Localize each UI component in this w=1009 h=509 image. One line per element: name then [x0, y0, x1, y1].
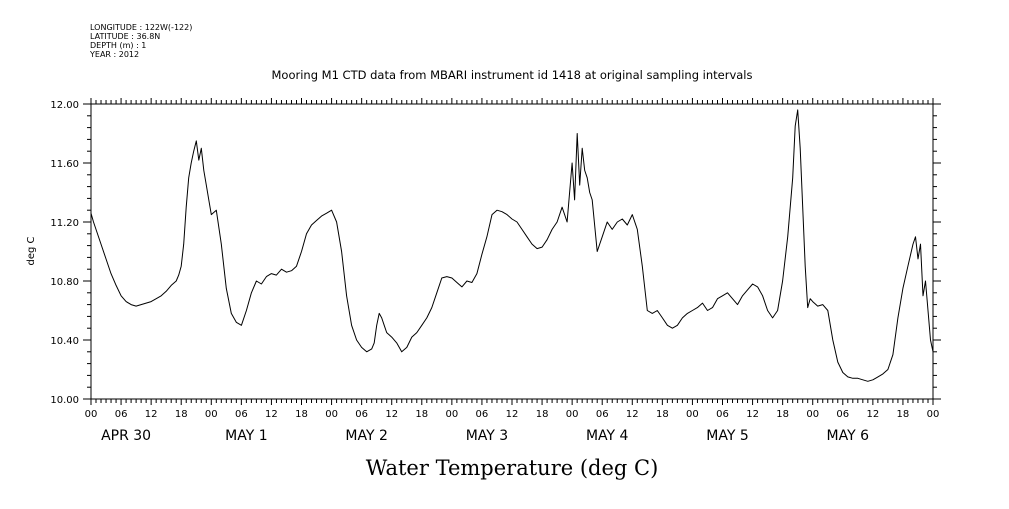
x-tick-label: 18 [295, 409, 308, 420]
x-day-label: MAY 6 [827, 428, 870, 444]
x-tick-label: 18 [536, 409, 549, 420]
x-day-label: APR 30 [101, 428, 151, 444]
x-tick-label: 12 [626, 409, 639, 420]
x-day-label: MAY 5 [706, 428, 748, 444]
x-tick-label: 12 [746, 409, 759, 420]
y-tick-label: 12.00 [50, 100, 79, 111]
y-axis-label: deg C [26, 236, 37, 265]
x-tick-label: 00 [445, 409, 458, 420]
x-tick-label: 06 [355, 409, 368, 420]
x-tick-label: 00 [686, 409, 699, 420]
y-tick-label: 10.80 [50, 277, 79, 288]
x-day-label: MAY 1 [225, 428, 267, 444]
x-tick-label: 00 [205, 409, 218, 420]
x-tick-label: 00 [325, 409, 338, 420]
x-tick-label: 12 [506, 409, 519, 420]
y-tick-label: 10.40 [50, 336, 79, 347]
x-tick-label: 18 [415, 409, 428, 420]
x-day-label: MAY 4 [586, 428, 629, 444]
x-tick-label: 12 [866, 409, 879, 420]
x-tick-label: 18 [656, 409, 669, 420]
axes-layer: 00 06 12 18 00 06 12 18 00 06 12 18 00 06 12 18 00 06 12 18… [50, 98, 941, 444]
meta-depth: DEPTH (m) : 1 [90, 41, 146, 50]
x-tick-label: 18 [897, 409, 910, 420]
x-tick-label: 18 [175, 409, 188, 420]
x-day-label: MAY 3 [466, 428, 508, 444]
x-tick-label: 18 [776, 409, 789, 420]
x-tick-label: 06 [716, 409, 729, 420]
y-tick-label: 11.60 [50, 159, 79, 170]
meta-longitude: LONGITUDE : 122W(-122) [90, 23, 192, 32]
x-tick-label: 06 [596, 409, 609, 420]
x-tick-label: 00 [85, 409, 98, 420]
meta-latitude: LATITUDE : 36.8N [90, 32, 160, 41]
metadata-block: LONGITUDE : 122W(-122) LATITUDE : 36.8N … [89, 23, 192, 59]
plot-frame [90, 103, 934, 400]
x-tick-label: 06 [836, 409, 849, 420]
x-day-label: MAY 2 [345, 428, 387, 444]
x-tick-label: 06 [476, 409, 489, 420]
x-tick-label: 00 [806, 409, 819, 420]
x-tick-label: 06 [115, 409, 128, 420]
meta-year: YEAR : 2012 [89, 50, 139, 59]
x-tick-label: 00 [927, 409, 940, 420]
x-tick-label: 00 [566, 409, 579, 420]
x-tick-label: 06 [235, 409, 248, 420]
footer-title: Water Temperature (deg C) [366, 456, 659, 480]
x-tick-label: 12 [145, 409, 158, 420]
series-layer [90, 109, 934, 382]
series-line-temperature [90, 109, 934, 382]
chart-title: Mooring M1 CTD data from MBARI instrumen… [272, 68, 753, 82]
y-tick-label: 11.20 [50, 218, 79, 229]
x-tick-label: 12 [265, 409, 278, 420]
x-tick-label: 12 [385, 409, 398, 420]
y-tick-label: 10.00 [50, 395, 79, 406]
